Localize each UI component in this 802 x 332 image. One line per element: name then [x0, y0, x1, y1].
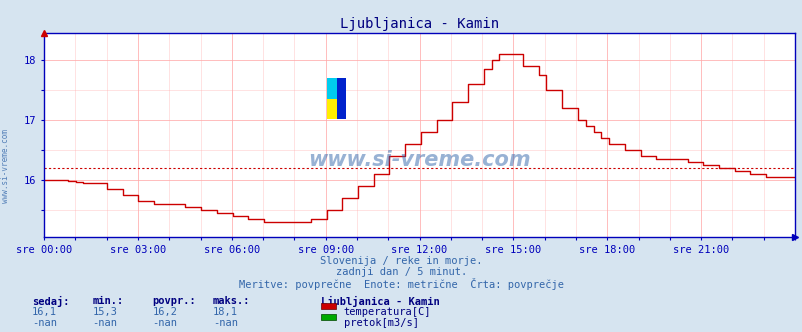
Text: -nan: -nan: [152, 318, 177, 328]
Text: sedaj:: sedaj:: [32, 296, 70, 307]
Text: Slovenija / reke in morje.: Slovenija / reke in morje.: [320, 256, 482, 266]
Bar: [336, 78, 346, 119]
Bar: [326, 99, 336, 119]
Polygon shape: [326, 99, 336, 119]
Text: 16,2: 16,2: [152, 307, 177, 317]
Text: 18,1: 18,1: [213, 307, 237, 317]
Text: -nan: -nan: [92, 318, 117, 328]
Text: 16,1: 16,1: [32, 307, 57, 317]
Text: maks.:: maks.:: [213, 296, 250, 306]
Text: Ljubljanica - Kamin: Ljubljanica - Kamin: [321, 296, 439, 307]
Text: povpr.:: povpr.:: [152, 296, 196, 306]
Text: Meritve: povprečne  Enote: metrične  Črta: povprečje: Meritve: povprečne Enote: metrične Črta:…: [239, 278, 563, 290]
Polygon shape: [326, 78, 336, 99]
Text: www.si-vreme.com: www.si-vreme.com: [308, 150, 530, 170]
Text: min.:: min.:: [92, 296, 124, 306]
Bar: [326, 78, 336, 99]
Text: pretok[m3/s]: pretok[m3/s]: [343, 318, 418, 328]
Text: 15,3: 15,3: [92, 307, 117, 317]
Text: temperatura[C]: temperatura[C]: [343, 307, 431, 317]
Text: -nan: -nan: [32, 318, 57, 328]
Text: -nan: -nan: [213, 318, 237, 328]
Text: zadnji dan / 5 minut.: zadnji dan / 5 minut.: [335, 267, 467, 277]
Title: Ljubljanica - Kamin: Ljubljanica - Kamin: [339, 17, 499, 31]
Text: www.si-vreme.com: www.si-vreme.com: [1, 129, 10, 203]
